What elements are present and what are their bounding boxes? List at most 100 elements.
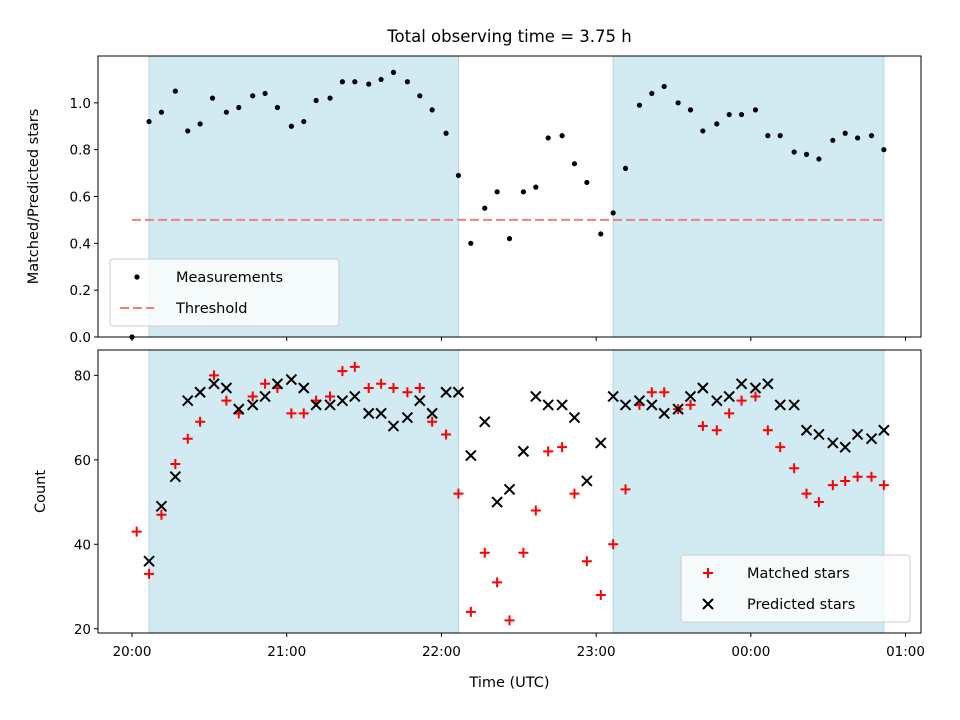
data-point <box>752 107 759 113</box>
data-point <box>349 361 360 372</box>
legend-swatch <box>703 568 713 578</box>
count-panel: 20 40 60 80 20:00 21:00 22:00 23:00 00:00 01:00 Co… <box>33 349 925 691</box>
data-point <box>584 179 590 186</box>
data-point <box>649 90 655 97</box>
data-point <box>762 425 773 436</box>
data-point <box>170 459 181 470</box>
legend-swatch <box>702 598 714 610</box>
data-point <box>506 236 513 242</box>
data-point <box>619 399 632 411</box>
legend-label: Predicted stars <box>747 597 855 613</box>
data-point <box>286 408 297 419</box>
data-point <box>363 407 375 420</box>
y-tick-label: 1.0 <box>70 96 91 112</box>
data-point <box>185 128 191 134</box>
data-point <box>672 403 684 415</box>
y-tick-label: 20 <box>74 622 91 638</box>
data-point <box>789 463 800 474</box>
data-point <box>711 425 722 436</box>
data-point <box>598 231 604 237</box>
data-point <box>366 81 372 87</box>
data-point <box>298 382 310 394</box>
data-point <box>788 399 800 411</box>
series-0 <box>131 361 889 626</box>
data-point <box>533 184 539 190</box>
data-point <box>738 111 745 118</box>
data-point <box>352 79 358 85</box>
data-point <box>530 390 542 403</box>
data-point <box>155 500 168 512</box>
legend-box <box>109 258 340 327</box>
data-point <box>195 416 206 427</box>
data-point <box>581 556 592 567</box>
data-point <box>608 539 619 550</box>
data-point <box>401 411 414 424</box>
data-point <box>390 69 397 75</box>
y-tick-label: 0.4 <box>70 236 91 252</box>
data-point <box>520 189 527 195</box>
data-point <box>260 378 271 389</box>
data-point <box>750 391 761 402</box>
data-point <box>443 130 449 136</box>
y-tick-label: 0.2 <box>70 283 91 299</box>
x-tick-label: 21:00 <box>267 644 306 660</box>
data-point <box>144 568 155 579</box>
data-point <box>777 133 783 139</box>
data-point <box>503 483 516 496</box>
y-tick-label: 40 <box>74 537 91 553</box>
data-point <box>324 399 336 411</box>
data-point <box>236 104 242 111</box>
x-tick-label: 22:00 <box>422 644 461 660</box>
data-point <box>182 433 193 444</box>
data-point <box>724 408 735 419</box>
data-point <box>581 475 593 487</box>
data-point <box>543 446 554 457</box>
x-tick-label: 23:00 <box>577 644 616 660</box>
x-tick-label: 00:00 <box>731 644 770 660</box>
data-point <box>259 390 271 403</box>
x-tick-label: 01:00 <box>886 644 925 660</box>
data-point <box>453 488 464 499</box>
data-point <box>865 432 878 445</box>
y-tick-label: 0.6 <box>70 190 91 206</box>
data-point <box>182 394 194 407</box>
data-point <box>774 399 786 411</box>
observing-window-1 <box>612 55 885 338</box>
data-point <box>568 411 581 424</box>
data-point <box>427 416 438 427</box>
data-point <box>452 386 465 398</box>
data-point <box>866 471 877 482</box>
data-point <box>482 205 488 211</box>
data-point <box>375 407 387 420</box>
data-point <box>247 391 258 402</box>
data-point <box>633 394 646 407</box>
series-1 <box>143 373 890 567</box>
chart-title: Total observing time = 3.75 h <box>386 27 631 46</box>
data-point <box>830 137 836 143</box>
data-point <box>223 109 230 115</box>
data-point <box>246 399 259 411</box>
data-point <box>441 429 452 440</box>
data-point <box>687 107 694 113</box>
data-point <box>327 95 333 101</box>
data-point <box>146 118 152 125</box>
ratio-panel: 0.0 0.2 0.4 0.6 0.8 1.0 Matched/Predicted star… <box>26 27 922 346</box>
data-point <box>262 90 268 97</box>
data-point <box>479 547 490 558</box>
data-point <box>646 399 658 411</box>
data-point <box>440 386 452 398</box>
data-point <box>426 407 438 420</box>
data-point <box>622 165 629 171</box>
data-point <box>571 161 578 167</box>
data-point <box>816 156 822 162</box>
data-point <box>288 123 294 129</box>
data-point <box>414 394 426 407</box>
data-point <box>700 128 706 134</box>
data-point <box>711 394 723 407</box>
data-point <box>143 555 155 567</box>
data-point <box>349 390 361 403</box>
data-point <box>868 133 875 139</box>
data-point <box>559 133 565 139</box>
x-axis-label: Time (UTC) <box>468 675 549 691</box>
